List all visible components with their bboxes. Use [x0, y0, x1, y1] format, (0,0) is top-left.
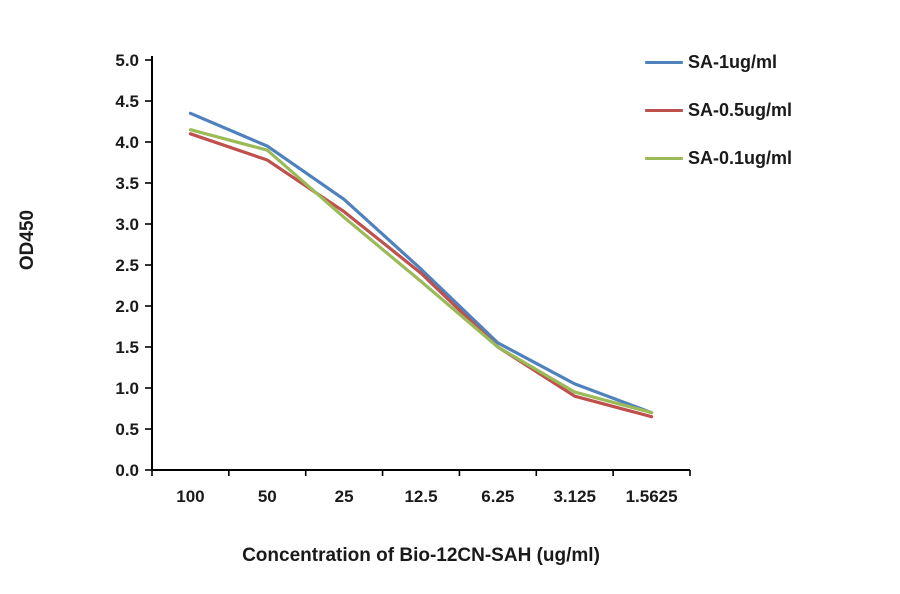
- x-tick-label: 100: [176, 487, 204, 506]
- x-tick-label: 12.5: [404, 487, 437, 506]
- x-tick-label: 6.25: [481, 487, 514, 506]
- x-tick-label: 25: [335, 487, 354, 506]
- legend-item-SA-1ug/ml: SA-1ug/ml: [645, 52, 792, 73]
- legend-label: SA-0.1ug/ml: [688, 148, 793, 168]
- legend-item-SA-0.1ug/ml: SA-0.1ug/ml: [645, 148, 792, 169]
- legend-line-swatch: [645, 156, 683, 161]
- legend-label: SA-0.5ug/ml: [688, 100, 793, 120]
- y-tick-label: 1.0: [115, 379, 139, 398]
- y-tick-label: 2.5: [115, 256, 139, 275]
- legend: SA-1ug/ml SA-0.5ug/ml SA-0.1ug/ml: [645, 52, 792, 169]
- y-tick-label: 2.0: [115, 297, 139, 316]
- y-tick-label: 3.0: [115, 215, 139, 234]
- series-line-SA-0.5ug/ml: [188, 132, 654, 419]
- y-tick-label: 1.5: [115, 338, 139, 357]
- y-tick-label: 4.0: [115, 133, 139, 152]
- x-axis-title: Concentration of Bio-12CN-SAH (ug/ml): [242, 545, 600, 566]
- legend-label: SA-1ug/ml: [688, 52, 778, 72]
- x-tick-label: 50: [258, 487, 277, 506]
- series-line-SA-1ug/ml: [188, 111, 654, 415]
- y-tick-label: 4.5: [115, 92, 139, 111]
- legend-item-SA-0.5ug/ml: SA-0.5ug/ml: [645, 100, 792, 121]
- y-tick-label: 0.0: [115, 461, 139, 480]
- y-tick-label: 5.0: [115, 51, 139, 70]
- series-line-SA-0.1ug/ml: [188, 128, 654, 415]
- x-tick-label: 3.125: [553, 487, 596, 506]
- x-tick-label: 1.5625: [626, 487, 678, 506]
- legend-line-swatch: [645, 108, 683, 113]
- legend-line-swatch: [645, 60, 683, 65]
- y-tick-label: 0.5: [115, 420, 139, 439]
- y-tick-label: 3.5: [115, 174, 139, 193]
